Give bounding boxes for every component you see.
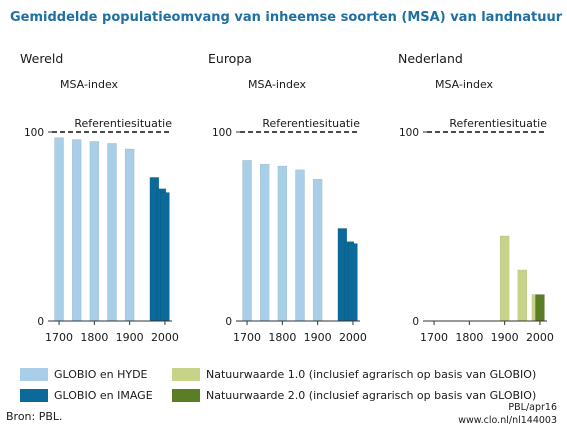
bar-2-0-1 bbox=[517, 269, 528, 322]
credit-line-2: www.clo.nl/nl144003 bbox=[458, 415, 557, 426]
legend-swatch-globio-hyde bbox=[20, 368, 48, 381]
y-tick-label-0-1: 100 bbox=[24, 127, 44, 139]
y-axis-label-2: MSA-index bbox=[435, 78, 494, 91]
legend-item-globio-hyde: GLOBIO en HYDE bbox=[20, 368, 148, 381]
legend-item-natuurwaarde-2: Natuurwaarde 2.0 (inclusief agrarisch op… bbox=[172, 389, 536, 402]
bar-0-0-3 bbox=[107, 143, 117, 322]
reference-label-1: Referentiesituatie bbox=[262, 117, 360, 130]
bar-1-0-0 bbox=[242, 160, 252, 322]
legend-item-natuurwaarde-1: Natuurwaarde 1.0 (inclusief agrarisch op… bbox=[172, 368, 536, 381]
bar-0-0-1 bbox=[71, 139, 82, 322]
legend-swatch-globio-image bbox=[20, 389, 48, 402]
chart-title: Gemiddelde populatieomvang van inheemse … bbox=[10, 10, 563, 25]
legend-label-natuurwaarde-1: Natuurwaarde 1.0 (inclusief agrarisch op… bbox=[206, 368, 537, 381]
x-tick-label-1-0: 1700 bbox=[233, 331, 261, 344]
bar-1-0-3 bbox=[295, 169, 305, 322]
x-tick-label-1-2: 1900 bbox=[304, 331, 332, 344]
legend-label-globio-hyde: GLOBIO en HYDE bbox=[54, 368, 148, 381]
x-tick-label-0-3: 2000 bbox=[151, 331, 179, 344]
bar-1-0-4 bbox=[312, 179, 323, 322]
legend-label-globio-image: GLOBIO en IMAGE bbox=[54, 389, 153, 402]
x-tick-label-2-0: 1700 bbox=[420, 331, 448, 344]
bar-1-0-1 bbox=[259, 163, 270, 322]
x-tick-label-0-2: 1900 bbox=[116, 331, 144, 344]
panel-title-0: Wereld bbox=[20, 51, 63, 66]
x-tick-label-2-1: 1800 bbox=[455, 331, 483, 344]
y-tick-label-2-1: 100 bbox=[399, 127, 419, 139]
legend-swatch-natuurwaarde-1 bbox=[172, 368, 200, 381]
x-tick-label-2-2: 1900 bbox=[491, 331, 519, 344]
source-note: Bron: PBL. bbox=[6, 410, 63, 423]
y-tick-label-1-0: 0 bbox=[225, 316, 232, 328]
bar-1-0-2 bbox=[277, 165, 288, 322]
bar-0-0-0 bbox=[54, 137, 64, 322]
legend-item-globio-image: GLOBIO en IMAGE bbox=[20, 389, 153, 402]
bar-0-0-2 bbox=[89, 141, 100, 322]
bar-2-0-0 bbox=[499, 235, 510, 322]
bar-0-1-2 bbox=[160, 192, 170, 322]
y-tick-label-0-0: 0 bbox=[37, 316, 44, 328]
x-tick-label-0-1: 1800 bbox=[80, 331, 108, 344]
y-tick-label-2-0: 0 bbox=[412, 316, 419, 328]
bar-1-1-2 bbox=[348, 243, 358, 322]
legend-label-natuurwaarde-2: Natuurwaarde 2.0 (inclusief agrarisch op… bbox=[206, 389, 537, 402]
credit-line-1: PBL/apr16 bbox=[508, 402, 557, 413]
x-tick-label-1-3: 2000 bbox=[339, 331, 367, 344]
panel-title-2: Nederland bbox=[398, 51, 463, 66]
x-tick-label-2-3: 2000 bbox=[526, 331, 554, 344]
x-tick-label-0-0: 1700 bbox=[45, 331, 73, 344]
y-tick-label-1-1: 100 bbox=[212, 127, 232, 139]
credit: PBL/apr16 www.clo.nl/nl144003 bbox=[458, 401, 557, 427]
reference-label-2: Referentiesituatie bbox=[449, 117, 547, 130]
y-axis-label-0: MSA-index bbox=[60, 78, 119, 91]
y-axis-label-1: MSA-index bbox=[248, 78, 307, 91]
x-tick-label-1-1: 1800 bbox=[268, 331, 296, 344]
bar-0-0-4 bbox=[124, 148, 135, 322]
bar-2-1-0 bbox=[535, 294, 545, 322]
reference-label-0: Referentiesituatie bbox=[74, 117, 172, 130]
panel-title-1: Europa bbox=[208, 51, 252, 66]
legend-swatch-natuurwaarde-2 bbox=[172, 389, 200, 402]
